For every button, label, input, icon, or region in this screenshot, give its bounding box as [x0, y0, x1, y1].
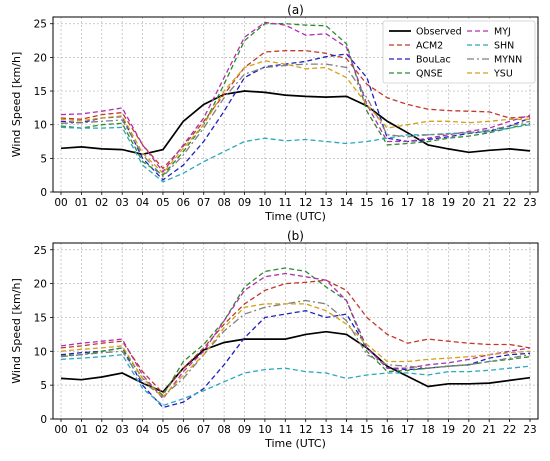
panel-title: (b) [287, 229, 304, 243]
series-line-acm2 [60, 50, 531, 170]
x-tick-label: 09 [238, 197, 251, 209]
x-axis-label: Time (UTC) [264, 210, 326, 223]
x-tick-label: 18 [421, 424, 434, 436]
series-line-qnse [60, 23, 531, 177]
panel-title: (a) [287, 3, 304, 17]
x-tick-label: 04 [136, 197, 150, 209]
x-tick-label: 22 [503, 197, 516, 209]
legend-label-myj: MYJ [494, 27, 511, 38]
legend-label-boulac: BouLac [416, 55, 451, 66]
series-line-boulac [60, 310, 531, 409]
x-tick-label: 20 [462, 197, 475, 209]
x-tick-label: 03 [115, 197, 128, 209]
x-tick-label: 05 [156, 424, 169, 436]
x-tick-label: 02 [95, 197, 108, 209]
x-tick-label: 07 [197, 424, 210, 436]
x-tick-label: 23 [523, 197, 536, 209]
x-tick-label: 01 [75, 197, 88, 209]
series-line-observed [60, 330, 531, 393]
plot-frame [52, 16, 539, 193]
plot-frame [52, 242, 539, 420]
y-tick-label: 5 [40, 153, 47, 165]
series-line-boulac [60, 53, 531, 181]
legend-label-qnse: QNSE [416, 69, 443, 80]
y-tick-label: 25 [34, 19, 47, 31]
x-tick-label: 11 [279, 197, 292, 209]
y-tick-label: 0 [40, 414, 47, 426]
x-tick-label: 10 [258, 424, 271, 436]
y-tick-label: 20 [34, 52, 47, 64]
x-tick-label: 05 [156, 197, 169, 209]
legend-label-shn: SHN [494, 41, 514, 52]
x-tick-label: 00 [54, 424, 67, 436]
series-line-acm2 [60, 279, 531, 395]
x-tick-label: 15 [360, 424, 373, 436]
x-tick-label: 12 [299, 197, 312, 209]
x-tick-label: 06 [177, 197, 191, 209]
x-tick-label: 09 [238, 424, 251, 436]
chart-a: (a)00 01 02 03 04 05 06 07 08 09 10 11 12 13 14 15 16 17 1… [10, 3, 539, 223]
x-axis-label: Time (UTC) [264, 437, 326, 450]
y-axis-label: Wind Speed [km/h] [10, 52, 23, 157]
y-tick-label: 25 [34, 245, 47, 257]
x-tick-label: 14 [340, 197, 354, 209]
x-tick-label: 19 [442, 197, 455, 209]
x-tick-label: 22 [503, 424, 516, 436]
chart-b: (b)00 01 02 03 04 05 06 07 08 09 10 11 12 13 14 15 16 17 1… [10, 229, 539, 450]
series-line-ysu [60, 303, 531, 399]
x-tick-label: 13 [319, 424, 332, 436]
x-tick-label: 02 [95, 424, 108, 436]
x-tick-label: 10 [258, 197, 271, 209]
x-tick-label: 01 [75, 424, 88, 436]
series-line-shn [60, 124, 531, 183]
series-line-myj [60, 21, 531, 173]
series-line-observed [60, 90, 531, 156]
x-tick-label: 15 [360, 197, 373, 209]
x-tick-label: 04 [136, 424, 150, 436]
series-line-shn [60, 354, 531, 407]
x-tick-label: 13 [319, 197, 332, 209]
y-tick-label: 5 [40, 380, 47, 392]
x-tick-label: 08 [217, 197, 230, 209]
x-tick-label: 19 [442, 424, 455, 436]
x-tick-label: 08 [217, 424, 230, 436]
legend-label-mynn: MYNN [494, 55, 522, 66]
x-tick-label: 16 [381, 424, 395, 436]
series-line-myj [60, 272, 531, 400]
series-line-ysu [60, 60, 530, 175]
x-tick-label: 17 [401, 424, 414, 436]
series-line-mynn [60, 63, 531, 178]
x-tick-label: 11 [279, 424, 292, 436]
x-tick-label: 20 [462, 424, 475, 436]
x-tick-label: 07 [197, 197, 210, 209]
x-tick-label: 21 [483, 197, 496, 209]
x-tick-label: 03 [115, 424, 128, 436]
x-tick-label: 18 [421, 197, 434, 209]
x-tick-label: 00 [54, 197, 67, 209]
y-tick-label: 20 [34, 279, 47, 291]
x-tick-label: 23 [523, 424, 536, 436]
series-line-qnse [60, 267, 531, 397]
x-tick-label: 17 [401, 197, 414, 209]
y-tick-label: 15 [34, 312, 47, 324]
legend-box [382, 20, 536, 84]
y-tick-label: 15 [34, 86, 47, 98]
y-tick-label: 0 [40, 187, 47, 199]
x-tick-label: 14 [340, 424, 354, 436]
x-tick-label: 16 [381, 197, 395, 209]
series-line-mynn [60, 299, 531, 398]
y-tick-label: 10 [34, 120, 47, 132]
x-tick-label: 12 [299, 424, 312, 436]
x-tick-label: 21 [483, 424, 496, 436]
legend-label-observed: Observed [416, 27, 462, 38]
y-axis-label: Wind Speed [km/h] [10, 278, 23, 383]
y-tick-label: 10 [34, 346, 47, 358]
legend-label-ysu: YSU [493, 69, 513, 80]
legend-label-acm2: ACM2 [416, 41, 443, 52]
x-tick-label: 06 [177, 424, 191, 436]
